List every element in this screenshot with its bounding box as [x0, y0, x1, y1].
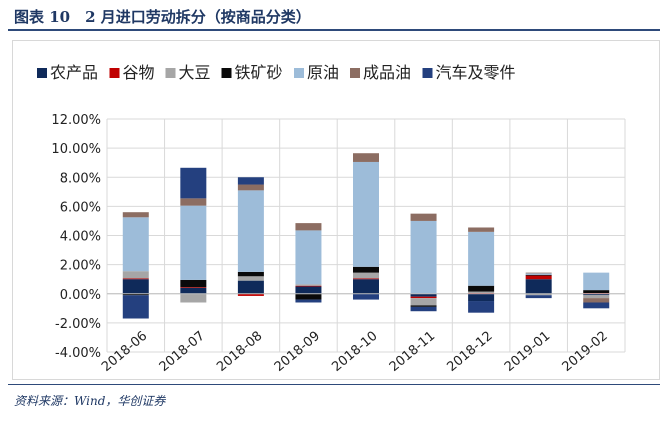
bar-segment [410, 213, 437, 221]
bar-segment [468, 291, 495, 294]
legend-label: 原油 [307, 63, 339, 82]
bar-segment [468, 293, 495, 302]
y-tick-label: 2.00% [60, 259, 101, 274]
bar-segment [180, 287, 207, 294]
bar-segment [180, 205, 207, 280]
bar-segment [180, 198, 207, 206]
bar-segment [353, 161, 379, 267]
source-note: 资料来源：Wind，华创证券 [14, 394, 166, 408]
bar-segment [410, 293, 437, 297]
bar-segment [353, 279, 379, 294]
bar-segment [122, 271, 149, 279]
y-tick-label: 8.00% [60, 171, 101, 186]
bar-segment [353, 153, 379, 162]
bar-segment [295, 230, 322, 285]
bar-segment [583, 295, 610, 299]
bar-segment [525, 274, 552, 276]
legend-swatch [350, 68, 360, 78]
bar-segment [583, 290, 610, 294]
bar-segment [468, 231, 495, 286]
bar-segment [122, 295, 149, 319]
bar-segment [525, 275, 552, 280]
bar-segment [237, 276, 264, 281]
bar-segment [583, 272, 610, 291]
bar-segment [237, 280, 264, 294]
bar-segment [410, 298, 437, 306]
bar-segment [410, 296, 437, 299]
legend-swatch [294, 68, 304, 78]
bar-segment [295, 299, 322, 303]
y-tick-label: 0.00% [60, 288, 101, 303]
bar-segment [180, 293, 207, 303]
x-axis: 2018-06 2018-07 2018-08 2018-09 2018-10 2018-… [99, 329, 611, 375]
bar-segment [468, 227, 495, 232]
y-tick-label: 6.00% [60, 200, 101, 215]
legend-label: 大豆 [179, 63, 211, 82]
bar-segment [410, 306, 437, 312]
bar-segment [525, 272, 552, 274]
legend-swatch [109, 68, 120, 78]
bar-segment [583, 302, 610, 309]
bar-segment [410, 305, 437, 307]
footer-rule [8, 384, 660, 385]
bar-segment [180, 279, 207, 288]
legend: 农产品 谷物 大豆 铁矿砂 原油 成品油 汽车及零件 [37, 63, 516, 82]
bar-segment [237, 271, 264, 277]
bar-segment [525, 273, 552, 275]
bar-segment [180, 167, 207, 199]
legend-swatch [165, 68, 176, 78]
bar-segment [122, 278, 149, 280]
bar-segment [180, 287, 207, 288]
y-tick-label: -2.00% [55, 317, 101, 332]
legend-label: 铁矿砂 [235, 63, 283, 82]
bar-segment [295, 223, 322, 231]
bar-segment [353, 266, 379, 273]
bar-segment [525, 279, 552, 294]
header: 图表 10 2 月进口劳动拆分（按商品分类） [0, 0, 668, 32]
y-tick-label: -4.00% [55, 346, 101, 361]
legend-label: 农产品 [50, 63, 98, 82]
header-rule [8, 29, 660, 31]
bar-segment [525, 293, 552, 296]
legend-label: 谷物 [123, 63, 155, 82]
bar-segment [295, 285, 322, 287]
bar-segment [237, 293, 264, 296]
bar-segment [295, 293, 322, 300]
bar-segment [410, 220, 437, 294]
bar-segment [583, 298, 610, 303]
bar-segment [468, 285, 495, 292]
chart-panel: 农产品 谷物 大豆 铁矿砂 原油 成品油 汽车及零件 -4.00% -2.00% 0.00% 2.… [12, 40, 660, 380]
bar-segment [353, 278, 379, 280]
bar-segment [122, 217, 149, 272]
bar-segment [295, 284, 322, 286]
legend-label: 成品油 [363, 63, 411, 82]
y-axis: -4.00% -2.00% 0.00% 2.00% 4.00% 6.00% 8.00% 10.… [51, 113, 101, 361]
bar-segment [353, 272, 379, 279]
bar-segment [583, 293, 610, 296]
legend-swatch [422, 68, 433, 78]
bar-segment [237, 177, 264, 185]
bars [107, 153, 625, 319]
bar-segment [468, 301, 495, 313]
bar-segment [295, 286, 322, 294]
bar-segment [353, 293, 379, 300]
y-tick-label: 4.00% [60, 230, 101, 245]
legend-swatch [37, 68, 47, 78]
bar-segment [237, 190, 264, 272]
bar-segment [122, 212, 149, 218]
stacked-bar-chart: 农产品 谷物 大豆 铁矿砂 原油 成品油 汽车及零件 -4.00% -2.00% 0.00% 2.… [37, 63, 626, 375]
bar-segment [525, 295, 552, 299]
figure-title: 图表 10 2 月进口劳动拆分（按商品分类） [14, 8, 311, 26]
y-tick-label: 10.00% [51, 142, 101, 157]
bar-segment [237, 184, 264, 191]
legend-label: 汽车及零件 [436, 63, 516, 82]
bar-segment [122, 293, 149, 296]
legend-swatch [221, 68, 232, 78]
y-tick-label: 12.00% [51, 113, 101, 128]
bar-segment [122, 279, 149, 294]
